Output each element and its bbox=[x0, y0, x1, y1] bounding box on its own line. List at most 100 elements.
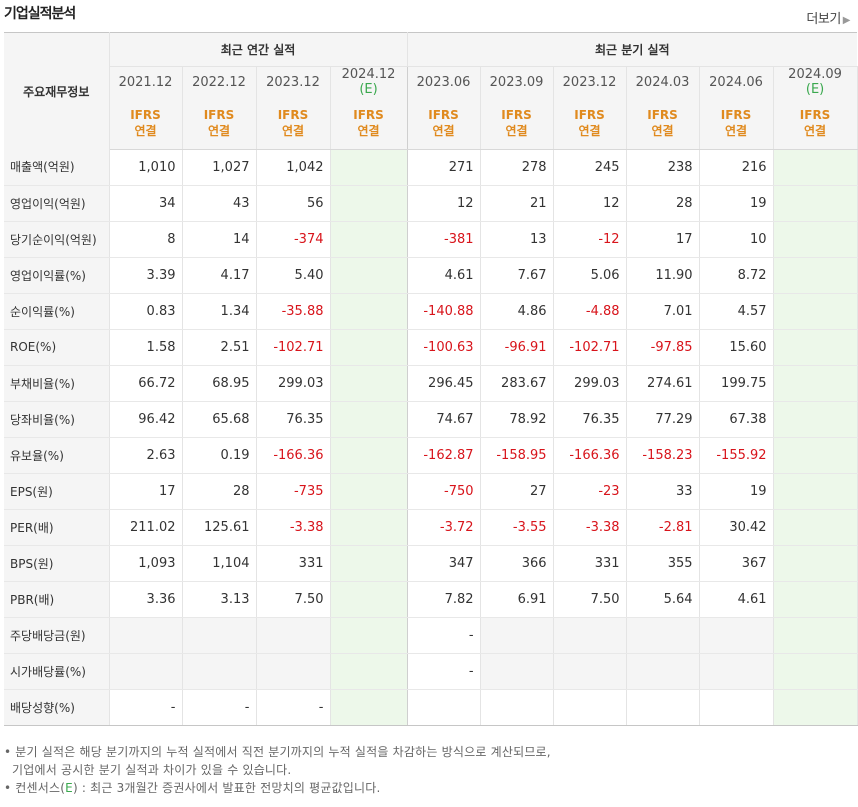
value-cell bbox=[773, 149, 858, 186]
estimate-mark: (E) bbox=[805, 82, 825, 97]
value-cell: -140.88 bbox=[407, 293, 481, 330]
value-cell: 11.90 bbox=[626, 256, 700, 294]
financial-table: 주요재무정보 최근 연간 실적 최근 분기 실적 2021.12 2022.12 2… bbox=[4, 32, 858, 726]
value-cell: -166.36 bbox=[256, 437, 331, 474]
value-cell: -2.81 bbox=[626, 509, 700, 546]
value-cell: 17 bbox=[109, 472, 183, 510]
value-cell: -374 bbox=[256, 221, 331, 258]
value-cell: 278 bbox=[480, 149, 554, 186]
value-cell: -158.95 bbox=[480, 437, 554, 474]
row-label: ROE(%) bbox=[4, 329, 110, 366]
value-cell: 76.35 bbox=[553, 401, 627, 438]
value-cell: 1,010 bbox=[109, 149, 183, 186]
footnotes: • 분기 실적은 해당 분기까지의 누적 실적에서 직전 분기까지의 누적 실적… bbox=[4, 743, 551, 797]
value-cell: 1,042 bbox=[256, 149, 331, 186]
value-cell: 67.38 bbox=[699, 401, 774, 438]
value-cell: 6.91 bbox=[480, 581, 554, 618]
value-cell: 96.42 bbox=[109, 401, 183, 438]
value-cell: - bbox=[109, 689, 183, 726]
value-cell bbox=[330, 256, 408, 294]
value-cell: 43 bbox=[182, 185, 257, 222]
value-cell: 3.13 bbox=[182, 581, 257, 618]
value-cell: -23 bbox=[553, 472, 627, 510]
row-label: 부채비율(%) bbox=[4, 364, 110, 402]
value-cell: -97.85 bbox=[626, 329, 700, 366]
value-cell: 30.42 bbox=[699, 509, 774, 546]
row-label: BPS(원) bbox=[4, 545, 110, 582]
value-cell: -3.72 bbox=[407, 509, 481, 546]
value-cell: 1,093 bbox=[109, 545, 183, 582]
value-cell: -12 bbox=[553, 221, 627, 258]
value-cell bbox=[182, 616, 257, 654]
value-cell: 355 bbox=[626, 545, 700, 582]
ifrs-consolidated-label: IFRS 연결 bbox=[626, 97, 700, 150]
annual-group-header: 최근 연간 실적 bbox=[109, 32, 408, 67]
ifrs-consolidated-label: IFRS 연결 bbox=[699, 97, 774, 150]
table-row: 부채비율(%) 66.72 68.95 299.03 296.45 283.67 299.0… bbox=[4, 364, 858, 402]
period-header: 2024.12 (E) bbox=[330, 66, 408, 97]
value-cell: 28 bbox=[626, 185, 700, 222]
value-cell: 296.45 bbox=[407, 364, 481, 402]
more-link[interactable]: 더보기 ▶ bbox=[806, 8, 850, 27]
table-row: EPS(원) 17 28 -735 -750 27 -23 33 19 bbox=[4, 472, 858, 510]
value-cell: 238 bbox=[626, 149, 700, 186]
value-cell: 4.86 bbox=[480, 293, 554, 330]
value-cell bbox=[330, 545, 408, 582]
value-cell: -162.87 bbox=[407, 437, 481, 474]
row-label: 배당성향(%) bbox=[4, 689, 110, 726]
value-cell: 34 bbox=[109, 185, 183, 222]
estimate-mark: (E) bbox=[359, 82, 378, 97]
value-cell: - bbox=[256, 689, 331, 726]
value-cell: -166.36 bbox=[553, 437, 627, 474]
value-cell: 347 bbox=[407, 545, 481, 582]
value-cell bbox=[330, 364, 408, 402]
value-cell: 56 bbox=[256, 185, 331, 222]
value-cell: 299.03 bbox=[553, 364, 627, 402]
period-header: 2022.12 bbox=[182, 66, 257, 97]
value-cell: -102.71 bbox=[553, 329, 627, 366]
footnote-2: • 컨센서스(E) : 최근 3개월간 증권사에서 발표한 전망치의 평균값입니… bbox=[4, 781, 381, 795]
value-cell: -3.38 bbox=[256, 509, 331, 546]
value-cell: -158.23 bbox=[626, 437, 700, 474]
quarter-group-header: 최근 분기 실적 bbox=[407, 32, 858, 67]
value-cell: 10 bbox=[699, 221, 774, 258]
value-cell: 78.92 bbox=[480, 401, 554, 438]
ifrs-consolidated-label: IFRS 연결 bbox=[182, 97, 257, 150]
value-cell bbox=[773, 185, 858, 222]
ifrs-consolidated-label: IFRS 연결 bbox=[773, 97, 858, 150]
value-cell: 125.61 bbox=[182, 509, 257, 546]
value-cell bbox=[330, 616, 408, 654]
value-cell bbox=[773, 689, 858, 726]
value-cell: - bbox=[407, 653, 481, 690]
row-label: 순이익률(%) bbox=[4, 293, 110, 330]
value-cell: -155.92 bbox=[699, 437, 774, 474]
period-header: 2024.03 bbox=[626, 66, 700, 97]
value-cell bbox=[773, 616, 858, 654]
row-label: PER(배) bbox=[4, 509, 110, 546]
table-row: PER(배) 211.02 125.61 -3.38 -3.72 -3.55 -3.38 -2… bbox=[4, 509, 858, 546]
value-cell: -35.88 bbox=[256, 293, 331, 330]
row-label: 당기순이익(억원) bbox=[4, 221, 110, 258]
value-cell bbox=[256, 616, 331, 654]
value-cell: 4.17 bbox=[182, 256, 257, 294]
ifrs-consolidated-label: IFRS 연결 bbox=[256, 97, 331, 150]
value-cell: 0.83 bbox=[109, 293, 183, 330]
value-cell bbox=[773, 221, 858, 258]
value-cell: 5.64 bbox=[626, 581, 700, 618]
value-cell bbox=[330, 401, 408, 438]
value-cell bbox=[553, 689, 627, 726]
value-cell bbox=[773, 364, 858, 402]
row-label: 주당배당금(원) bbox=[4, 616, 110, 654]
chevron-right-icon: ▶ bbox=[842, 15, 851, 26]
value-cell bbox=[553, 653, 627, 690]
row-label: 시가배당률(%) bbox=[4, 653, 110, 690]
value-cell: -100.63 bbox=[407, 329, 481, 366]
more-label: 더보기 bbox=[806, 12, 841, 27]
value-cell bbox=[773, 545, 858, 582]
value-cell: 4.61 bbox=[407, 256, 481, 294]
footnote-1: • 분기 실적은 해당 분기까지의 누적 실적에서 직전 분기까지의 누적 실적… bbox=[4, 745, 551, 759]
value-cell: 15.60 bbox=[699, 329, 774, 366]
row-label: 당좌비율(%) bbox=[4, 401, 110, 438]
section-title: 기업실적분석 bbox=[4, 6, 76, 22]
value-cell: -4.88 bbox=[553, 293, 627, 330]
